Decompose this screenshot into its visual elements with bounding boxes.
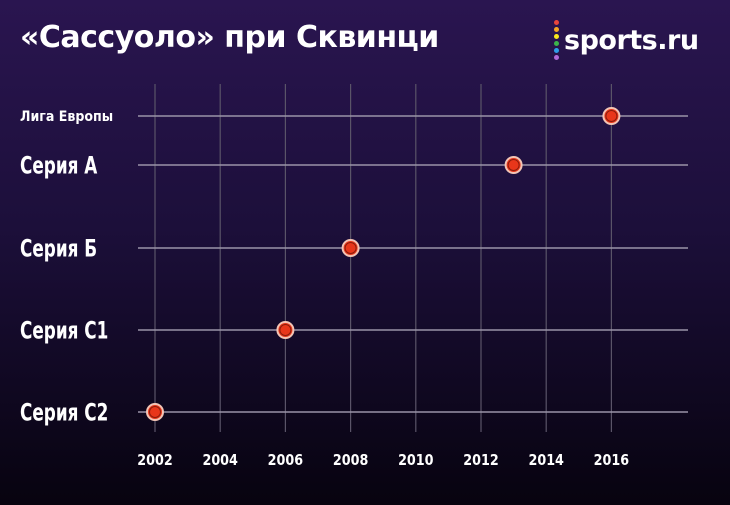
- brand-dot: [554, 41, 559, 46]
- x-tick-label: 2004: [202, 452, 238, 469]
- x-tick-label: 2008: [333, 452, 368, 469]
- chart-title: «Сассуоло» при Сквинци: [20, 20, 439, 55]
- data-point-inner-ring: [344, 242, 357, 254]
- y-tick-label: Серия А: [20, 152, 97, 180]
- data-point-inner-ring: [279, 324, 292, 336]
- data-point-inner-ring: [149, 406, 161, 418]
- y-tick-label: Серия Б: [20, 235, 97, 263]
- brand-dot: [554, 34, 559, 39]
- brand-logo: sports.ru: [554, 20, 699, 60]
- x-tick-label: 2002: [137, 452, 172, 469]
- brand-dot: [554, 55, 559, 60]
- y-tick-label: Серия С1: [20, 317, 108, 345]
- brand-dot: [554, 27, 559, 32]
- brand-dot: [554, 20, 559, 25]
- brand-dots-icon: [554, 20, 559, 60]
- brand-name: sports.ru: [564, 24, 699, 56]
- x-tick-label: 2016: [594, 452, 629, 469]
- x-tick-label: 2010: [398, 452, 434, 469]
- x-tick-label: 2014: [528, 452, 564, 469]
- x-tick-label: 2012: [463, 452, 498, 469]
- brand-dot: [554, 48, 559, 53]
- x-tick-label: 2006: [268, 452, 303, 469]
- y-tick-label: Серия С2: [20, 399, 108, 427]
- data-point-inner-ring: [605, 110, 618, 122]
- data-point-inner-ring: [507, 159, 520, 171]
- y-tick-label: Лига Европы: [20, 109, 113, 125]
